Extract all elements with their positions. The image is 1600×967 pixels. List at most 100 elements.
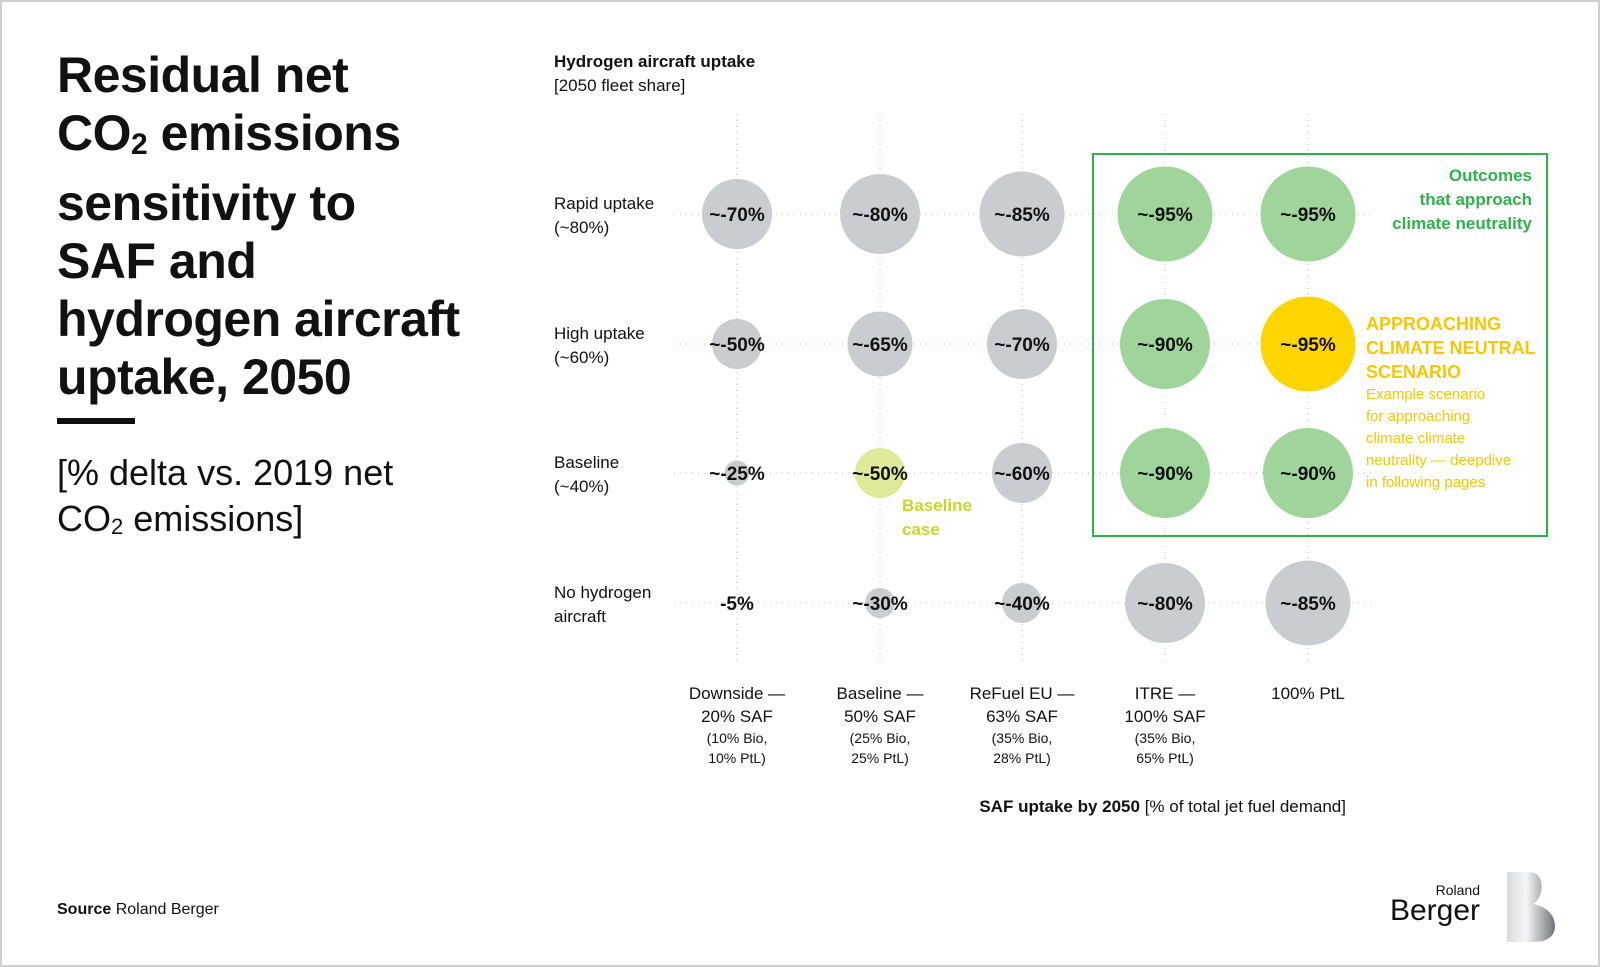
annotation-line: climate climate: [1366, 430, 1466, 447]
bubble-label: ~-65%: [852, 335, 908, 356]
column-label-line: 65% PtL): [1136, 750, 1194, 766]
title-line: CO2 emissions: [57, 104, 497, 174]
subtitle-co: CO: [57, 498, 111, 539]
column-label-line: 50% SAF: [844, 707, 916, 726]
column-label-line: 25% PtL): [851, 750, 909, 766]
column-label: 100% PtL: [1233, 682, 1383, 705]
column-label-line: (35% Bio,: [1134, 730, 1196, 746]
source-note: Source Roland Berger: [57, 901, 219, 919]
bubble-label: ~-70%: [994, 335, 1050, 356]
bubble: [865, 588, 895, 618]
y-axis-title: Hydrogen aircraft uptake [2050 fleet sha…: [554, 50, 755, 98]
bubble: [712, 319, 762, 369]
column-label-line: (25% Bio,: [849, 730, 911, 746]
bubble-label: ~-90%: [1137, 335, 1193, 356]
subtitle-line: [% delta vs. 2019 net: [57, 452, 394, 493]
bubble-label: ~-80%: [1137, 594, 1193, 615]
row-label-line: High uptake: [554, 324, 645, 343]
bubble-label: ~-95%: [1280, 205, 1336, 226]
bubble: [987, 309, 1057, 379]
bubble: [1260, 296, 1356, 392]
roland-berger-logo: Roland Berger: [1390, 868, 1557, 948]
x-subtitle: [% of total jet fuel demand]: [1144, 797, 1346, 816]
annotation-line: Outcomes: [1448, 166, 1532, 185]
annotation-title: SCENARIO: [1366, 362, 1462, 382]
scenario-annotation: APPROACHING CLIMATE NEUTRAL SCENARIO Exa…: [1366, 312, 1566, 494]
logo-b-mark: [1507, 872, 1555, 942]
logo-text: Berger: [1389, 894, 1480, 927]
bubble: [847, 311, 913, 377]
source-label: Source: [57, 901, 112, 918]
title-line: hydrogen aircraft: [57, 291, 460, 347]
column-label-line: 100% PtL: [1271, 684, 1345, 703]
column-label-line: ReFuel EU —: [969, 684, 1075, 703]
column-label-line: (35% Bio,: [991, 730, 1053, 746]
bubble: [979, 171, 1065, 257]
column-label: ITRE — 100% SAF (35% Bio, 65% PtL): [1090, 682, 1240, 768]
bubble: [1120, 428, 1210, 518]
bubble-label: ~-70%: [709, 205, 765, 226]
title-line: uptake, 2050: [57, 349, 352, 405]
x-title: SAF uptake by 2050: [979, 797, 1140, 816]
green-box-annotation: Outcomes that approach climate neutralit…: [1392, 164, 1532, 236]
column-label: Baseline — 50% SAF (25% Bio, 25% PtL): [805, 682, 955, 768]
y-subtitle: [2050 fleet share]: [554, 76, 686, 95]
neutrality-box: [1092, 153, 1548, 537]
bubble: [1120, 299, 1210, 389]
bubble-label: ~-25%: [709, 464, 765, 485]
bubble-label: ~-40%: [994, 594, 1050, 615]
bubble-label: ~-90%: [1280, 464, 1336, 485]
bubble: [1125, 563, 1205, 643]
logo-text: Roland: [1435, 882, 1480, 898]
column-label-line: 10% PtL): [708, 750, 766, 766]
row-label-line: No hydrogen: [554, 583, 652, 602]
bubble: [1265, 560, 1351, 646]
column-label-line: ITRE —: [1134, 684, 1196, 703]
row-label: Baseline (~40%): [554, 451, 619, 499]
bubble-label: ~-60%: [994, 464, 1050, 485]
row-label-line: aircraft: [554, 607, 606, 626]
title-line: Residual net: [57, 47, 349, 103]
bubble-label: ~-85%: [1280, 594, 1336, 615]
bubble-label: ~-95%: [1137, 205, 1193, 226]
annotation-line: case: [902, 520, 940, 539]
y-title: Hydrogen aircraft uptake: [554, 52, 756, 71]
subtitle-rest: emissions]: [123, 498, 304, 539]
bubble: [724, 460, 750, 486]
column-label-line: 100% SAF: [1124, 707, 1206, 726]
bubble-label: ~-50%: [709, 335, 765, 356]
bubble-label: ~-90%: [1137, 464, 1193, 485]
title-co: CO: [57, 105, 132, 161]
page-title: Residual net CO2 emissions sensitivity t…: [57, 46, 497, 406]
bubble: [855, 448, 905, 498]
row-label: Rapid uptake (~80%): [554, 192, 654, 240]
title-rest: emissions: [147, 105, 402, 161]
bubble: [702, 179, 772, 249]
baseline-annotation: Baseline case: [902, 494, 992, 542]
bubble-label: ~-50%: [852, 464, 908, 485]
annotation-line: in following pages: [1366, 474, 1486, 491]
x-axis-title: SAF uptake by 2050 [% of total jet fuel …: [979, 797, 1346, 817]
row-label-line: (~60%): [554, 348, 610, 367]
annotation-title: CLIMATE NEUTRAL: [1366, 338, 1536, 358]
bubble-label: ~-80%: [852, 205, 908, 226]
annotation-title: APPROACHING: [1366, 314, 1502, 334]
row-label-line: Baseline: [554, 453, 620, 472]
bubble-label: ~-30%: [852, 594, 908, 615]
annotation-line: that approach: [1419, 190, 1532, 209]
source-value: Roland Berger: [115, 901, 219, 918]
row-label: High uptake (~60%): [554, 322, 645, 370]
column-label: Downside — 20% SAF (10% Bio, 10% PtL): [662, 682, 812, 768]
title-line: SAF and: [57, 233, 257, 289]
title-subscript: 2: [131, 128, 148, 161]
bubble: [1263, 428, 1353, 518]
annotation-line: Example scenario: [1366, 386, 1486, 403]
row-label-line: (~80%): [554, 218, 610, 237]
bubble-label: ~-85%: [994, 205, 1050, 226]
bubble: [1260, 166, 1356, 262]
subtitle-line: CO2 emissions]: [57, 496, 457, 550]
subtitle-subscript: 2: [111, 514, 124, 539]
bubble: [840, 174, 920, 254]
